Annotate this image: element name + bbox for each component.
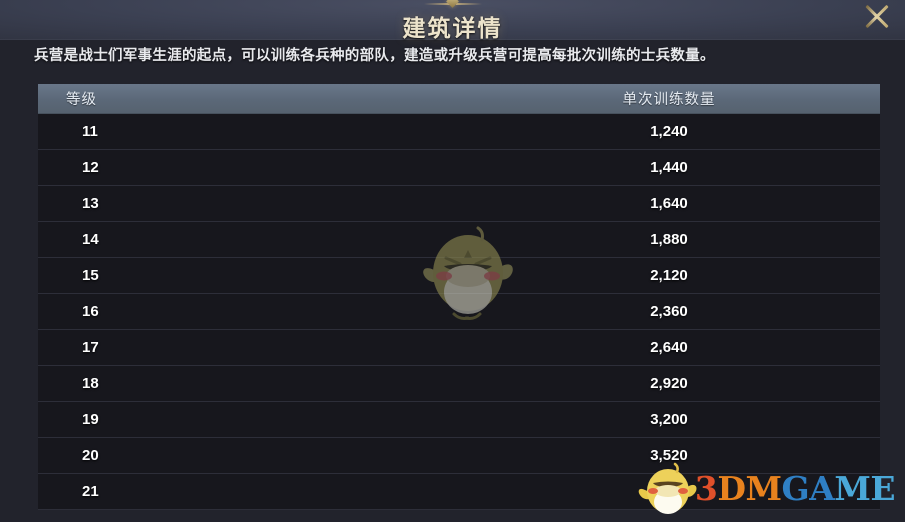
cell-level: 12 <box>38 149 458 186</box>
cell-amount: 1,640 <box>458 185 880 222</box>
cell-level: 20 <box>38 437 458 474</box>
cell-level: 17 <box>38 329 458 366</box>
cell-level: 15 <box>38 257 458 294</box>
cell-level: 16 <box>38 293 458 330</box>
cell-amount: 3,520 <box>458 437 880 474</box>
close-icon[interactable] <box>855 0 899 38</box>
cell-level: 21 <box>38 473 458 510</box>
cell-amount: 1,880 <box>458 221 880 258</box>
table-row: 20 3,520 <box>38 437 880 474</box>
cell-amount: 3,200 <box>458 401 880 438</box>
table-row: 14 1,880 <box>38 221 880 258</box>
column-header-amount: 单次训练数量 <box>458 84 880 114</box>
levels-table: 等级 单次训练数量 11 1,240 12 1,440 13 1,640 14 1,880 15… <box>38 84 880 510</box>
cell-amount: 2,920 <box>458 365 880 402</box>
table-row: 16 2,360 <box>38 293 880 330</box>
table-row: 17 2,640 <box>38 329 880 366</box>
cell-amount: 2,640 <box>458 329 880 366</box>
table-body: 11 1,240 12 1,440 13 1,640 14 1,880 15 2,120 16 2,3… <box>38 113 880 510</box>
table-row: 15 2,120 <box>38 257 880 294</box>
column-header-level: 等级 <box>38 84 458 114</box>
table-row: 11 1,240 <box>38 113 880 150</box>
cell-amount: 1,440 <box>458 149 880 186</box>
table-row: 18 2,920 <box>38 365 880 402</box>
table-header-row: 等级 单次训练数量 <box>38 84 880 114</box>
dialog-header: 建筑详情 <box>0 0 905 42</box>
table-row: 21 3,840 <box>38 473 880 510</box>
diamond-ornament-icon <box>423 0 482 10</box>
table-header: 等级 单次训练数量 <box>38 84 880 114</box>
cell-level: 11 <box>38 113 458 150</box>
cell-level: 13 <box>38 185 458 222</box>
cell-level: 19 <box>38 401 458 438</box>
cell-amount: 3,840 <box>458 473 880 510</box>
cell-level: 14 <box>38 221 458 258</box>
cell-level: 18 <box>38 365 458 402</box>
cell-amount: 2,360 <box>458 293 880 330</box>
cell-amount: 2,120 <box>458 257 880 294</box>
levels-table-container[interactable]: 等级 单次训练数量 11 1,240 12 1,440 13 1,640 14 1,880 15… <box>38 84 880 522</box>
page-title: 建筑详情 <box>402 15 503 42</box>
table-row: 12 1,440 <box>38 149 880 186</box>
cell-amount: 1,240 <box>458 113 880 150</box>
table-row: 13 1,640 <box>38 185 880 222</box>
building-description: 兵营是战士们军事生涯的起点，可以训练各兵种的部队，建造或升级兵营可提高每批次训练… <box>34 48 715 64</box>
table-row: 19 3,200 <box>38 401 880 438</box>
